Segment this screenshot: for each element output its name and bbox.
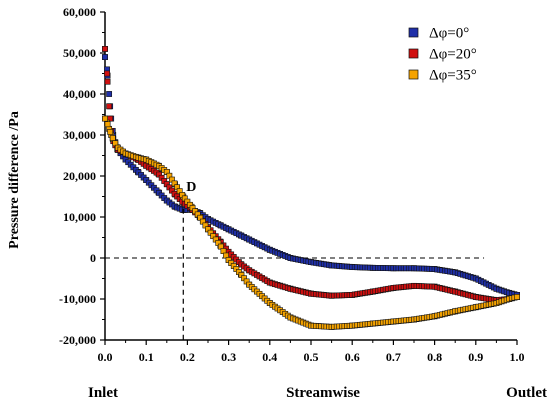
y-tick-label: 30,000 <box>63 128 96 142</box>
legend-swatch <box>408 27 419 38</box>
data-point <box>104 78 111 85</box>
y-axis-title: Pressure difference /Pa <box>7 111 22 249</box>
x-tick-label: 0.0 <box>98 350 113 364</box>
legend-label: Δφ=20° <box>429 47 477 63</box>
y-tick-label: 20,000 <box>63 169 96 183</box>
x-tick-label: 0.5 <box>304 350 319 364</box>
data-point <box>102 115 108 122</box>
y-tick-label: -10,000 <box>59 292 96 306</box>
y-tick-label: 60,000 <box>63 5 96 19</box>
bottom-label-outlet: Outlet <box>506 385 547 401</box>
data-point <box>102 54 108 60</box>
data-point <box>109 135 116 141</box>
data-point <box>107 129 114 135</box>
annotation-layer: D <box>182 180 196 340</box>
data-point <box>514 294 520 300</box>
legend-swatch <box>408 48 419 59</box>
x-tick-label: 0.7 <box>386 350 401 364</box>
x-tick-label: 0.9 <box>468 350 483 364</box>
x-tick-label: 0.2 <box>180 350 195 364</box>
bottom-label-inlet: Inlet <box>88 385 118 401</box>
series-0 <box>102 54 520 298</box>
legend: Δφ=0° Δφ=20° Δφ=35° <box>408 26 477 84</box>
axes: -20,000 -10,000 0 10,000 20,000 30,000 40,000 5… <box>59 5 525 364</box>
x-tick-label: 0.6 <box>345 350 360 364</box>
legend-label: Δφ=0° <box>429 26 469 42</box>
annotation-label: D <box>186 180 196 195</box>
legend-swatch <box>408 69 419 80</box>
data-point <box>102 45 108 52</box>
data-point <box>104 121 111 128</box>
x-tick-label: 0.8 <box>427 350 442 364</box>
y-tick-label: 50,000 <box>63 46 96 60</box>
legend-label: Δφ=35° <box>429 68 477 84</box>
x-tick-label: 0.4 <box>262 350 277 364</box>
y-tick-label: 10,000 <box>63 210 96 224</box>
series-2 <box>102 115 520 330</box>
x-tick-label: 1.0 <box>510 350 525 364</box>
x-tick-label: 0.1 <box>139 350 154 364</box>
x-tick-label: 0.3 <box>221 350 236 364</box>
data-point <box>106 91 113 97</box>
data-point <box>106 103 113 110</box>
series-markers <box>102 45 520 330</box>
bottom-label-streamwise: Streamwise <box>286 385 360 401</box>
data-point <box>104 70 110 77</box>
y-tick-label: -20,000 <box>59 333 96 347</box>
y-tick-label: 40,000 <box>63 87 96 101</box>
y-tick-label: 0 <box>90 251 96 265</box>
